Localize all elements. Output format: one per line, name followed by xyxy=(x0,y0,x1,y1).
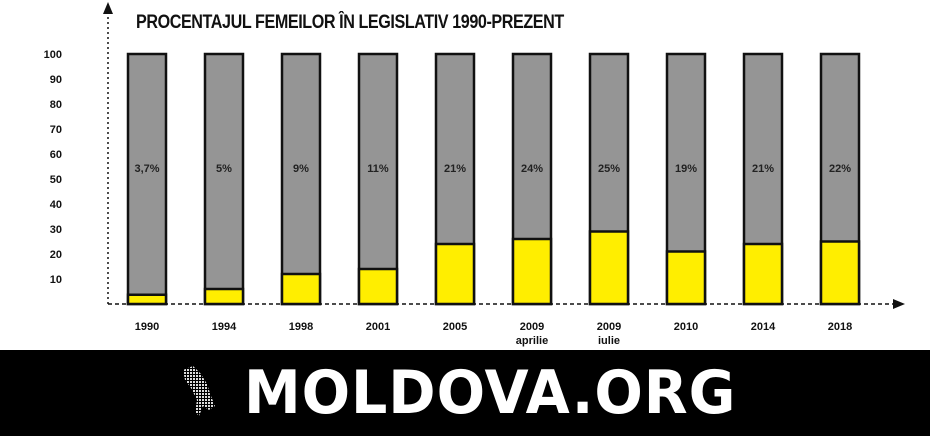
x-tick-sublabel: iulie xyxy=(598,335,620,347)
y-tick-label: 80 xyxy=(50,99,62,111)
data-label: 11% xyxy=(367,163,389,175)
y-tick-label: 10 xyxy=(50,274,62,286)
data-label: 25% xyxy=(598,163,620,175)
x-tick-label: 2009 xyxy=(597,321,621,333)
y-axis-arrow-icon xyxy=(103,2,113,14)
y-tick-label: 40 xyxy=(50,199,62,211)
data-label: 19% xyxy=(675,163,697,175)
logo-text: MOLDOVA.ORG xyxy=(243,358,737,428)
x-tick-label: 2005 xyxy=(443,321,467,333)
y-tick-label: 30 xyxy=(50,224,62,236)
chart-title: PROCENTAJUL FEMEILOR ÎN LEGISLATIV 1990-… xyxy=(136,12,564,33)
bar-total xyxy=(280,52,322,306)
bar-women xyxy=(819,240,861,306)
bar-women xyxy=(511,237,553,306)
bar-total xyxy=(357,52,399,306)
y-tick-label: 100 xyxy=(44,49,62,61)
x-axis-arrow-icon xyxy=(893,299,905,309)
moldova-map-icon xyxy=(182,366,215,416)
x-tick-label: 2018 xyxy=(828,321,852,333)
footer-banner: MOLDOVA.ORG xyxy=(0,350,930,436)
bar-women xyxy=(280,272,322,306)
x-tick-sublabel: aprilie xyxy=(516,335,548,347)
bar-women xyxy=(434,242,476,306)
bar-chart: 10 20 30 40 50 60 70 80 90 100 3,7% 1990 5% 1994 9% 199… xyxy=(44,2,905,347)
y-tick-label: 60 xyxy=(50,149,62,161)
bar-women xyxy=(588,230,630,306)
bar-women xyxy=(357,267,399,306)
bar-women xyxy=(126,293,168,306)
x-tick-label: 2014 xyxy=(751,321,776,333)
x-tick-label: 1990 xyxy=(135,321,159,333)
data-label: 5% xyxy=(216,163,232,175)
data-label: 24% xyxy=(521,163,543,175)
bar-women xyxy=(742,242,784,306)
data-label: 22% xyxy=(829,163,851,175)
y-tick-label: 50 xyxy=(50,174,62,186)
x-tick-label: 1994 xyxy=(212,321,237,333)
bar-women xyxy=(665,250,707,306)
x-tick-label: 2010 xyxy=(674,321,698,333)
x-tick-label: 2009 xyxy=(520,321,544,333)
bar-total xyxy=(203,52,245,306)
data-label: 9% xyxy=(293,163,309,175)
x-tick-label: 1998 xyxy=(289,321,313,333)
data-label: 21% xyxy=(444,163,466,175)
bar-total xyxy=(126,52,168,306)
y-tick-label: 70 xyxy=(50,124,62,136)
y-tick-label: 90 xyxy=(50,74,62,86)
y-tick-label: 20 xyxy=(50,249,62,261)
x-tick-label: 2001 xyxy=(366,321,390,333)
bar-women xyxy=(203,287,245,306)
data-label: 21% xyxy=(752,163,774,175)
data-label: 3,7% xyxy=(134,163,159,175)
